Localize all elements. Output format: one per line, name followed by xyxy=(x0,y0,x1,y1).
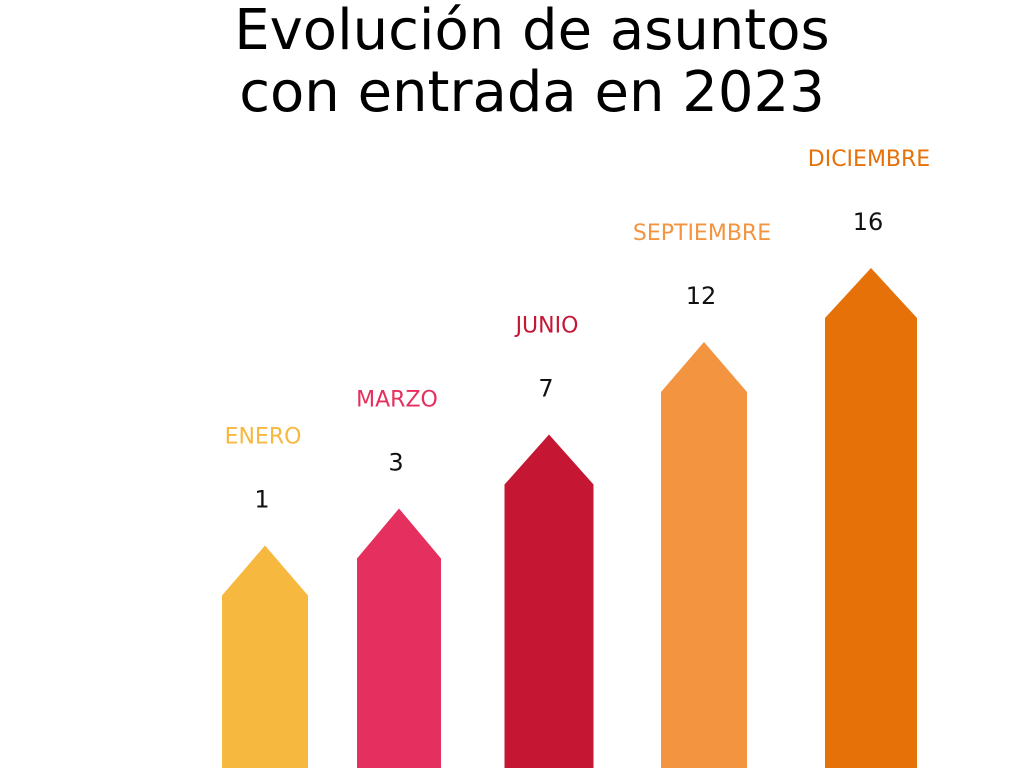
category-label-diciembre: DICIEMBRE xyxy=(808,147,930,172)
category-label-junio: JUNIO xyxy=(514,314,579,339)
bar-marzo xyxy=(357,508,441,768)
bar-enero xyxy=(222,545,308,768)
chart-title-line-1: Evolución de asuntos xyxy=(234,0,830,63)
bar-diciembre xyxy=(825,268,917,768)
value-label-marzo: 3 xyxy=(388,449,403,477)
value-label-diciembre: 16 xyxy=(853,208,884,236)
category-label-septiembre: SEPTIEMBRE xyxy=(633,221,771,246)
bar-septiembre xyxy=(661,342,747,768)
category-label-marzo: MARZO xyxy=(356,388,438,413)
bar-junio xyxy=(504,434,594,768)
chart-title-line-2: con entrada en 2023 xyxy=(239,60,825,125)
value-label-enero: 1 xyxy=(254,486,269,514)
chart-title: Evolución de asuntos con entrada en 2023 xyxy=(0,0,1024,124)
category-label-enero: ENERO xyxy=(225,425,302,450)
value-label-septiembre: 12 xyxy=(686,282,717,310)
value-label-junio: 7 xyxy=(538,375,553,403)
